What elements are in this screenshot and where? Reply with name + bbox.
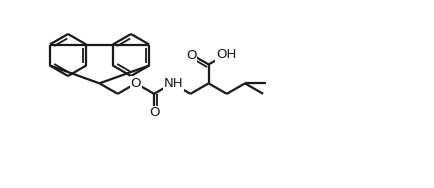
Text: NH: NH — [164, 77, 183, 90]
Text: O: O — [131, 77, 141, 90]
Text: O: O — [186, 49, 197, 62]
Text: O: O — [149, 106, 159, 119]
Text: OH: OH — [216, 48, 236, 61]
